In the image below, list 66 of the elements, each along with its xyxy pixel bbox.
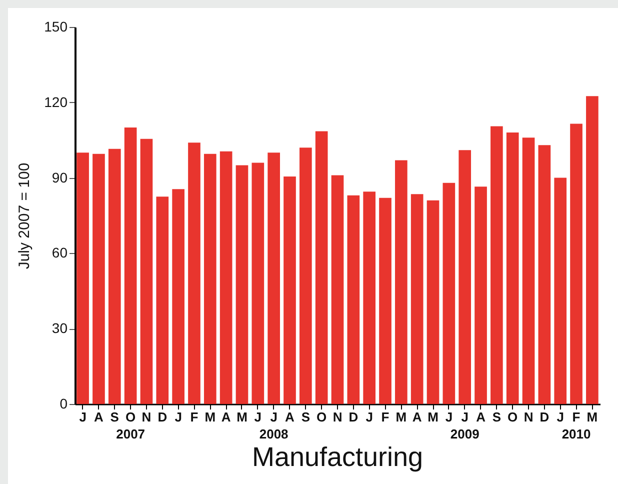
x-tick-label: M <box>204 410 216 424</box>
bar <box>252 162 264 404</box>
bar <box>426 200 440 404</box>
y-axis-title: July 2007 = 100 <box>16 162 34 270</box>
x-tick-label: A <box>94 410 104 424</box>
x-tick-label: D <box>540 410 550 424</box>
bar <box>220 151 232 404</box>
x-tick-label: J <box>445 410 453 424</box>
x-tick-label: N <box>524 410 534 424</box>
x-tick-label: J <box>366 410 373 424</box>
y-tick-label: 60 <box>52 244 68 261</box>
x-tick-label: N <box>332 410 342 424</box>
bar <box>554 178 567 404</box>
x-tick-label: J <box>254 410 262 424</box>
x-tick-label: J <box>174 410 182 424</box>
x-tick-label: M <box>236 410 248 424</box>
bar <box>506 132 519 404</box>
text: Manufacturing <box>252 442 424 472</box>
bar <box>204 154 216 404</box>
bar <box>586 96 598 404</box>
bar <box>284 176 296 404</box>
bar <box>395 160 408 404</box>
bar <box>108 148 121 404</box>
bar <box>490 126 503 404</box>
x-tick-label: O <box>508 410 518 424</box>
x-tick-label: S <box>492 410 502 424</box>
bar <box>172 189 184 404</box>
x-tick-label: S <box>301 410 310 424</box>
bar <box>156 196 169 404</box>
y-tick-label: 150 <box>44 18 68 34</box>
x-tick-label: O <box>316 410 327 424</box>
bar <box>315 131 328 404</box>
x-tick-label: J <box>556 410 564 424</box>
x-tick-label: D <box>158 410 168 424</box>
x-tick-label: F <box>381 410 390 424</box>
bar <box>570 124 582 404</box>
bar <box>331 175 344 404</box>
bar <box>188 142 200 404</box>
y-tick-label: 90 <box>52 169 68 186</box>
bar <box>76 152 89 404</box>
bar <box>300 148 312 404</box>
x-tick-label: J <box>79 410 86 424</box>
bar <box>379 198 392 404</box>
bar <box>140 138 153 404</box>
x-tick-label: S <box>110 410 120 424</box>
bar <box>92 154 105 404</box>
bar <box>268 152 280 404</box>
x-tick-label: A <box>221 410 232 424</box>
bar <box>458 150 472 404</box>
bar <box>236 165 248 404</box>
bar <box>363 192 376 404</box>
bar <box>474 186 487 404</box>
x-tick-label: M <box>428 410 438 424</box>
y-tick-label: 120 <box>44 94 68 110</box>
bar <box>124 128 137 404</box>
y-tick-label: 0 <box>60 396 68 412</box>
bar <box>347 195 360 404</box>
x-tick-label: D <box>348 410 358 424</box>
bar <box>538 145 551 404</box>
bar <box>442 182 456 404</box>
y-tick-label: 30 <box>52 320 68 336</box>
x-tick-label: F <box>190 410 198 424</box>
bar <box>522 138 535 404</box>
x-tick-label: A <box>412 410 422 424</box>
x-tick-label: M <box>396 410 407 424</box>
bar <box>410 194 424 404</box>
